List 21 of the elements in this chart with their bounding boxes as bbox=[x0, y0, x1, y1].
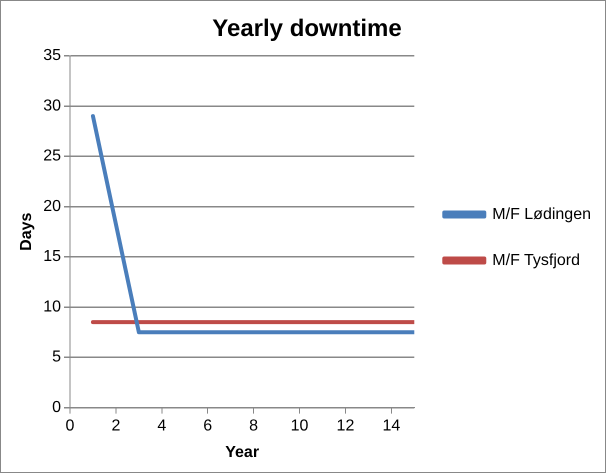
y-tick-label: 20 bbox=[43, 198, 62, 215]
y-tick-label: 15 bbox=[43, 248, 62, 266]
x-tick-label: 4 bbox=[157, 418, 166, 435]
chart-title: Yearly downtime bbox=[212, 15, 402, 42]
y-axis-title: Days bbox=[18, 212, 36, 251]
x-axis-title: Year bbox=[225, 444, 260, 461]
y-tick-label: 0 bbox=[52, 399, 62, 416]
x-tick-label: 2 bbox=[111, 418, 120, 435]
x-tick-label: 6 bbox=[203, 418, 212, 435]
x-tick-label: 10 bbox=[290, 418, 309, 435]
x-tick-label: 8 bbox=[249, 418, 258, 435]
x-tick-label: 14 bbox=[382, 418, 400, 435]
y-tick-label: 30 bbox=[43, 97, 62, 114]
y-tick-label: 10 bbox=[43, 298, 62, 316]
legend-label: M/F Tysfjord bbox=[492, 252, 580, 269]
y-tick-label: 25 bbox=[43, 148, 62, 165]
x-tick-label: 0 bbox=[66, 418, 75, 435]
legend-label: M/F Lødingen bbox=[492, 206, 592, 223]
y-tick-label: 5 bbox=[52, 348, 62, 366]
x-tick-label: 12 bbox=[336, 418, 354, 435]
y-tick-label: 35 bbox=[43, 47, 62, 64]
